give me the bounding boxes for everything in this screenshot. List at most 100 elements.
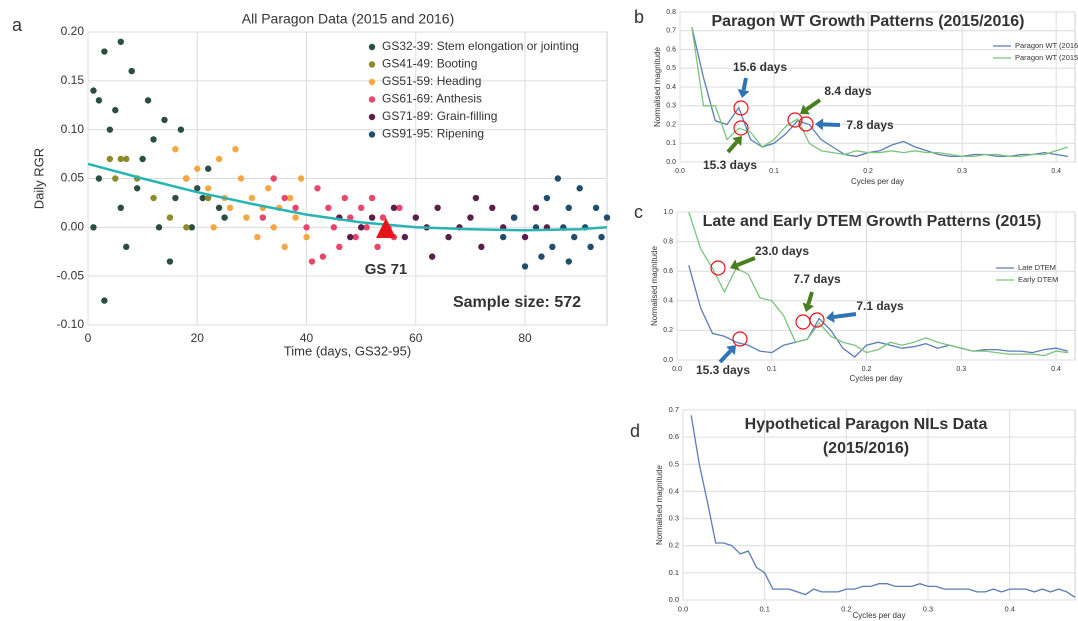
x-tick-label: 0.3 [956, 366, 966, 373]
scatter-point [379, 214, 387, 221]
scatter-point [128, 67, 135, 75]
scatter-point [265, 185, 272, 192]
scatter-point [95, 175, 103, 182]
x-tick-label: 0.0 [672, 366, 682, 373]
scatter-point [144, 97, 152, 104]
x-tick-label: 0.4 [1051, 366, 1061, 373]
scatter-point [123, 155, 130, 163]
highlight-circle [732, 331, 748, 347]
arrow-head [737, 88, 750, 98]
scatter-point [221, 214, 228, 221]
panel-label: b [634, 7, 644, 27]
y-tick-label: 0.5 [666, 65, 676, 72]
y-tick-label: 0.6 [663, 268, 673, 275]
y-tick-label: 0.20 [61, 24, 85, 38]
trend-line [87, 162, 608, 232]
y-axis-label: Normalised magnitude [650, 245, 659, 326]
y-tick-label: 0.3 [666, 103, 676, 110]
x-axis-label: Cycles per day [851, 177, 904, 186]
plot-frame [676, 211, 1076, 361]
scatter-point [188, 224, 195, 231]
y-tick-label: 0.05 [61, 171, 85, 185]
legend-marker [368, 61, 376, 68]
data-line [691, 26, 1069, 158]
arrow-shaft [736, 256, 756, 267]
scatter-point [150, 194, 157, 202]
scatter-point [210, 224, 217, 231]
chart-title: Hypothetical Paragon NILs Data [745, 416, 988, 433]
scatter-point [489, 204, 496, 211]
arrow-head [730, 259, 740, 271]
x-tick-label: 0.1 [769, 168, 779, 175]
data-line [688, 265, 1069, 358]
x-tick-label: 0.3 [957, 168, 967, 175]
scatter-point [172, 146, 179, 153]
highlight-circle [787, 112, 803, 128]
x-tick-label: 0.1 [759, 604, 769, 613]
legend-label: GS91-95: Ripening [382, 127, 484, 141]
y-tick-label: 0.5 [669, 459, 679, 468]
chart-title: All Paragon Data (2015 and 2016) [242, 11, 454, 27]
scatter-point [150, 136, 157, 143]
scatter-point [412, 214, 419, 221]
scatter-point [330, 224, 338, 231]
scatter-point [112, 175, 119, 182]
legend-label: GS61-69: Anthesis [382, 92, 482, 106]
scatter-point [177, 126, 185, 133]
legend-marker [368, 78, 376, 86]
scatter-point [183, 224, 190, 231]
y-tick-label: 0.6 [666, 46, 676, 53]
highlight-circle [733, 120, 749, 136]
scatter-point [347, 233, 354, 241]
legend-label: Late DTEM [1018, 263, 1056, 272]
scatter-point [592, 204, 600, 211]
y-tick-label: -0.05 [57, 268, 85, 282]
y-tick-label: 0.2 [669, 541, 679, 550]
y-tick-label: 0.0 [669, 595, 679, 604]
scatter-point [248, 194, 256, 202]
highlight-circle [710, 260, 726, 276]
panel-label: d [630, 421, 640, 441]
y-tick-label: 0.2 [666, 121, 676, 128]
legend-marker [368, 43, 376, 51]
scatter-point [472, 194, 480, 202]
scatter-point [133, 185, 141, 192]
scatter-point [237, 175, 245, 182]
arrow-head [826, 310, 835, 323]
legend-label: GS71-89: Grain-filling [382, 109, 497, 123]
chart-title: (2015/2016) [823, 440, 909, 457]
scatter-point [155, 224, 163, 231]
scatter-point [467, 214, 474, 221]
y-tick-label: 0.7 [666, 28, 676, 35]
data-line [688, 211, 1068, 357]
annotation: 23.0 days [755, 244, 809, 258]
annotation: GS 71 [365, 261, 408, 278]
scatter-point [538, 253, 545, 260]
scatter-point [204, 165, 212, 172]
scatter-point [194, 185, 201, 192]
arrow-shaft [718, 349, 732, 364]
scatter-point [565, 258, 572, 265]
panel-label: a [12, 15, 23, 35]
scatter-point [270, 224, 277, 231]
scatter-point [226, 204, 234, 211]
scatter-point [297, 175, 305, 182]
scatter-point [319, 253, 327, 260]
scatter-point [166, 258, 174, 265]
annotation: 15.3 days [696, 363, 750, 377]
x-tick-label: 0.0 [678, 604, 688, 613]
scatter-point [325, 204, 332, 211]
scatter-point [434, 204, 441, 211]
scatter-point [478, 243, 485, 251]
x-axis-label: Cycles per day [850, 374, 903, 383]
scatter-point [532, 204, 540, 211]
highlight-circle [809, 312, 825, 328]
arrow-shaft [805, 98, 822, 112]
scatter-point [90, 87, 97, 94]
y-tick-label: 0.1 [669, 568, 679, 577]
scatter-point [308, 258, 316, 265]
scatter-point [352, 233, 359, 241]
scatter-point [314, 185, 321, 192]
scatter-point [521, 233, 529, 241]
